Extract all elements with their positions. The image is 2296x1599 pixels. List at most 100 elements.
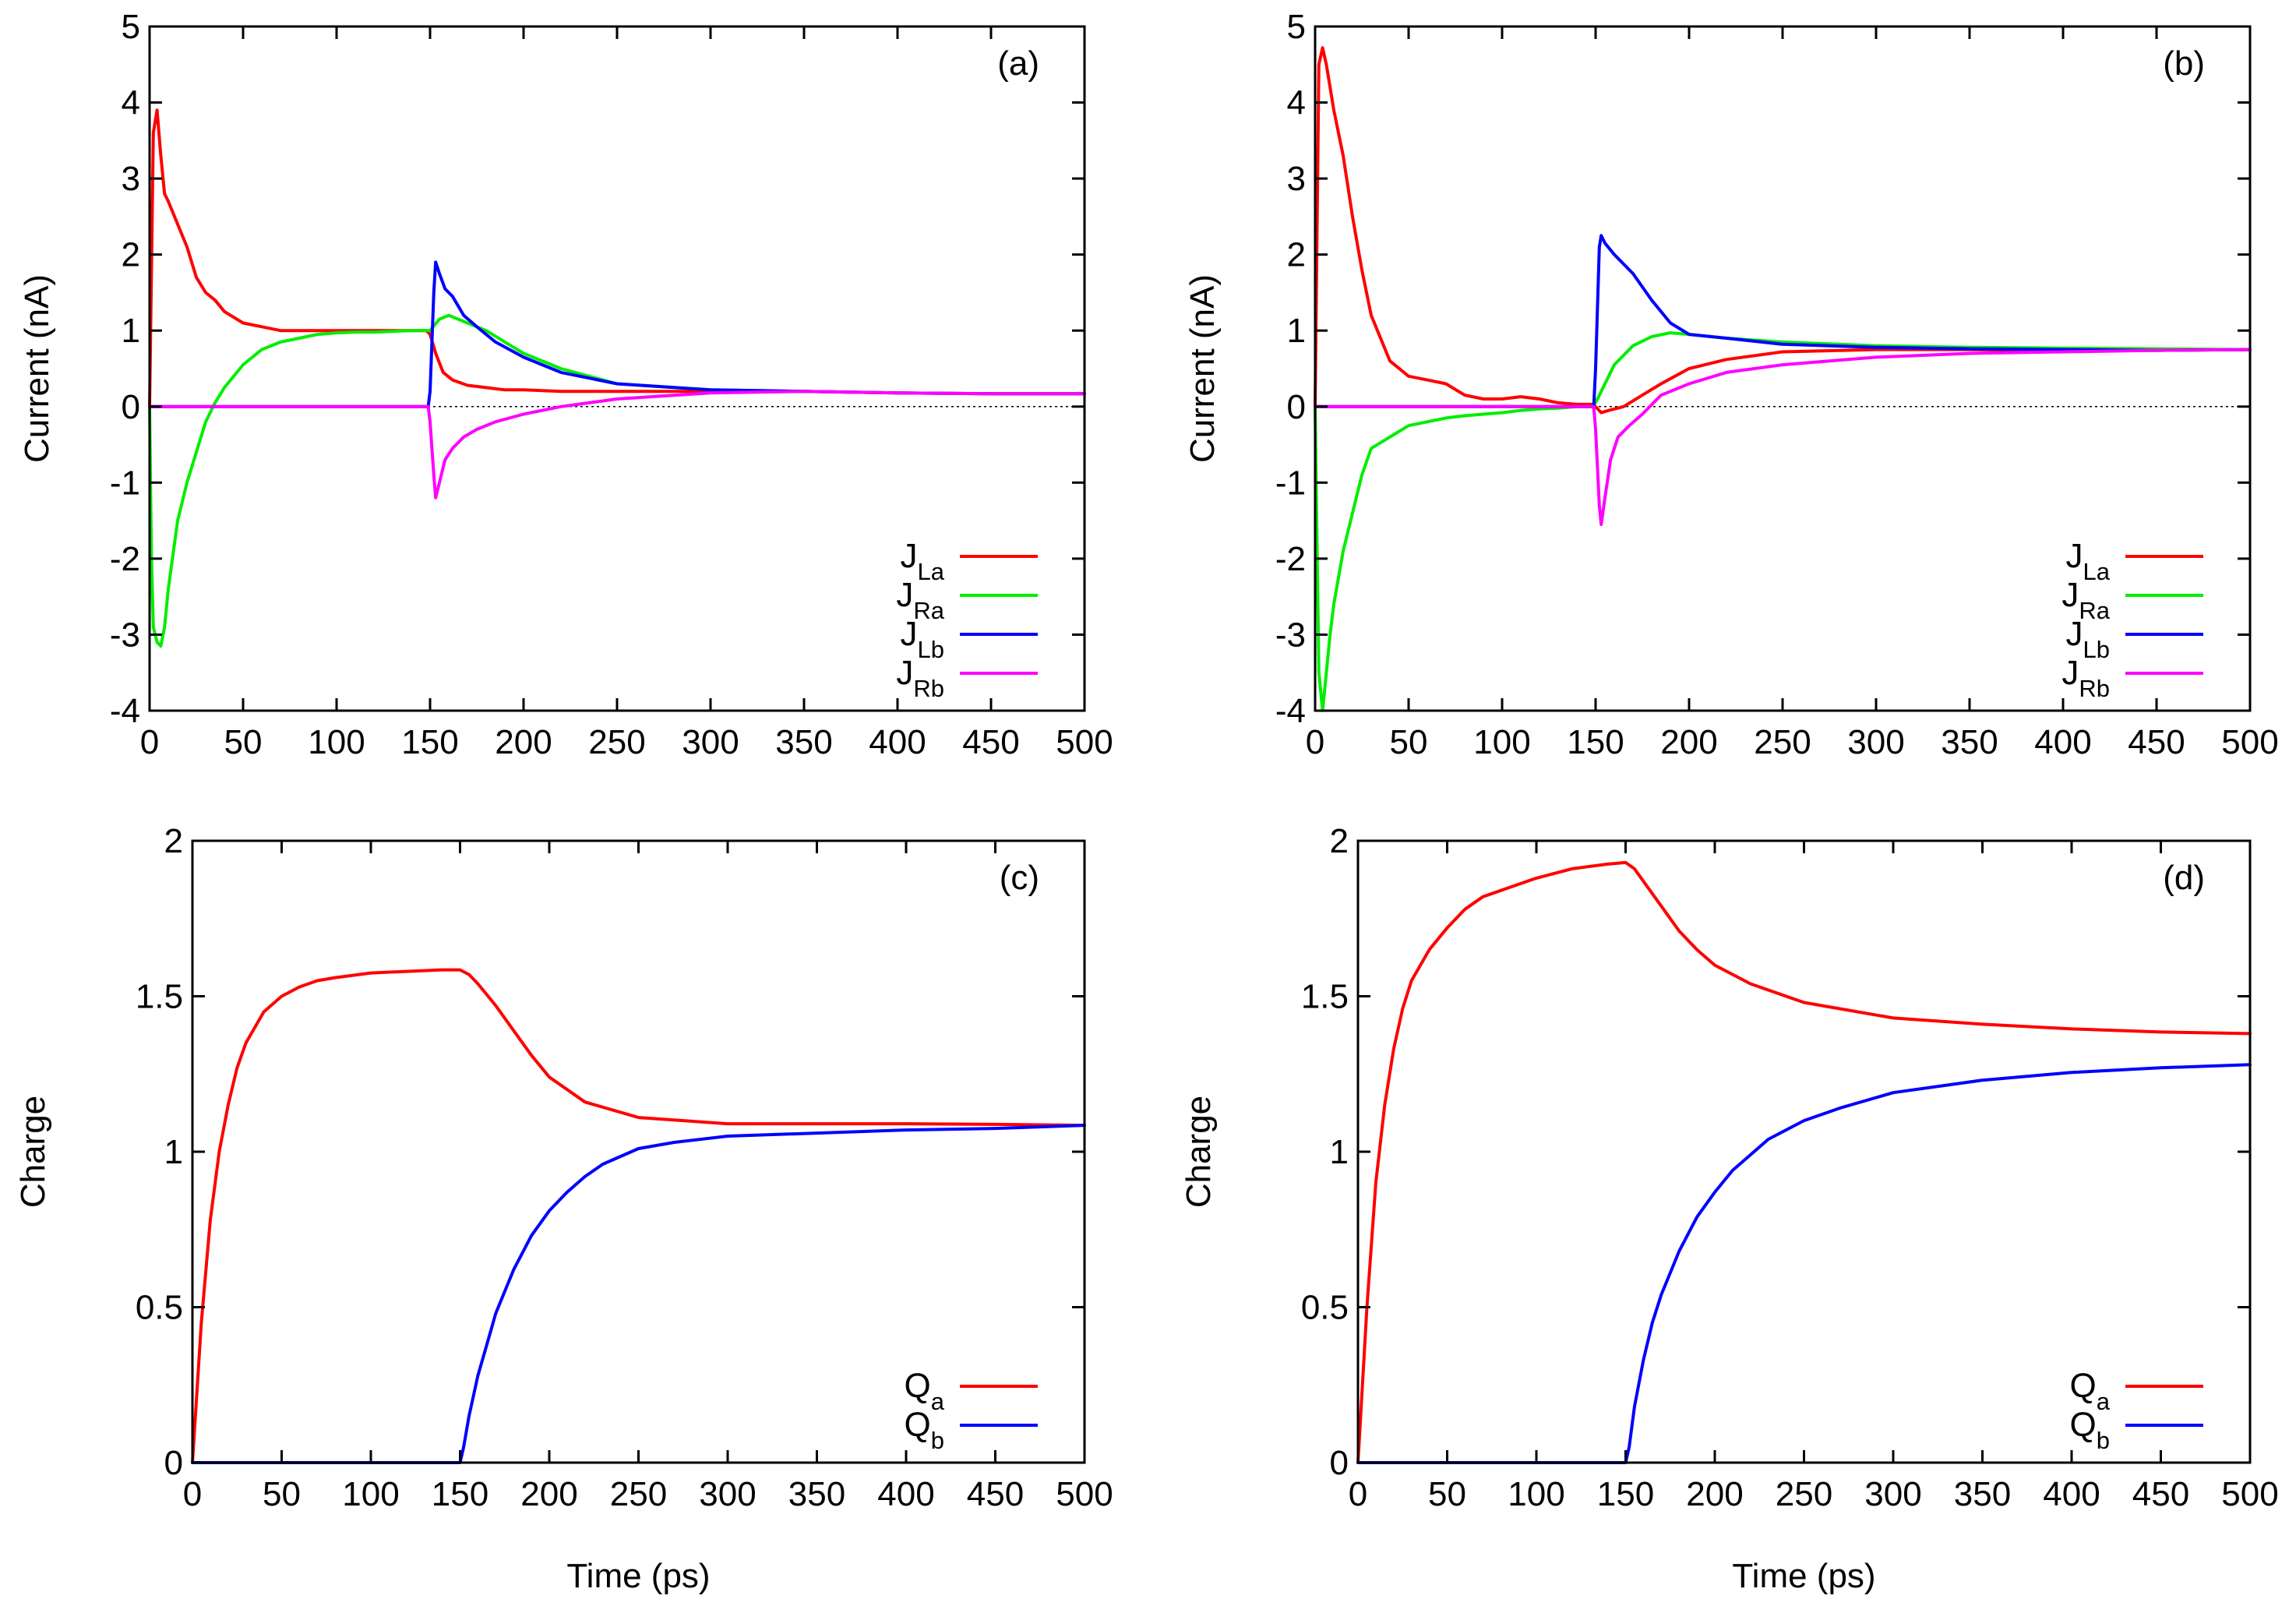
x-tick-label: 150 [401,723,458,761]
x-tick-label: 250 [610,1475,667,1513]
x-tick-label: 150 [1597,1475,1654,1513]
series-line-j-la [148,108,1086,408]
series-line-q-a [191,968,1086,1464]
y-tick-label: 5 [1287,8,1306,46]
legend-sub: Lb [918,636,944,663]
x-tick-label: 50 [1428,1475,1466,1513]
legend-main: J [901,537,918,575]
y-axis-title: Current (nA) [18,274,56,463]
y-tick-label: 0 [164,1444,183,1482]
x-tick-label: 50 [1390,723,1428,761]
legend-sub: La [2083,558,2111,585]
y-tick-label: 1.5 [1301,978,1349,1016]
x-axis-title: Time (ps) [1732,1557,1875,1595]
x-tick-label: 0 [1306,723,1324,761]
plot-frame [1356,839,2252,1464]
x-tick-label: 50 [263,1475,301,1513]
x-tick-label: 100 [1473,723,1530,761]
x-tick-label: 0 [140,723,159,761]
plot-frame [1314,25,2252,712]
y-axis-title: Charge [1180,1096,1218,1208]
x-tick-label: 100 [308,723,365,761]
y-tick-label: 0.5 [1301,1289,1349,1327]
y-axis-title: Current (nA) [1183,274,1222,463]
legend-main: Q [2070,1367,2097,1405]
panel-label: (c) [1000,859,1039,897]
y-tick-label: -2 [1275,540,1306,578]
y-tick-label: 0 [1330,1444,1349,1482]
x-tick-label: 450 [967,1475,1024,1513]
x-tick-label: 350 [775,723,832,761]
plot-frame [148,25,1086,712]
y-axis-title: Charge [14,1096,52,1208]
legend-sub: Ra [913,597,944,624]
x-axis-title: Time (ps) [566,1557,710,1595]
legend-label-j-la: JLa [2066,537,2111,585]
y-tick-label: 0 [1287,388,1306,426]
panel-label: (b) [2163,44,2205,83]
y-tick-label: -4 [110,692,140,730]
legend-label-j-rb: JRb [896,654,944,702]
x-tick-label: 500 [1056,1475,1113,1513]
legend-label-q-a: Qa [905,1367,945,1415]
legend-label-q-b: Qb [2070,1406,2110,1454]
x-tick-label: 350 [1954,1475,2011,1513]
x-tick-label: 350 [1941,723,1998,761]
legend-sub: a [2097,1388,2111,1415]
y-tick-label: -3 [1275,616,1306,654]
x-tick-label: 150 [432,1475,488,1513]
series-line-j-rb [1314,348,2252,526]
y-tick-label: -2 [110,540,140,578]
legend-sub: b [2097,1427,2110,1454]
panel-a: 0 50 100 150 200 250 300 350 400 450 500 -4 -3 -2 -1 0 1… [18,8,1113,761]
x-tick-label: 400 [2043,1475,2100,1513]
legend-main: J [2061,654,2079,692]
x-tick-label: 150 [1567,723,1624,761]
y-tick-label: 2 [164,822,183,860]
legend-main: Q [2070,1406,2097,1444]
legend-label-j-lb: JLb [2066,615,2110,663]
x-tick-label: 300 [1847,723,1904,761]
series-line-j-rb [148,390,1086,499]
legend-label-j-rb: JRb [2061,654,2110,702]
legend-sub: Rb [913,675,944,702]
y-tick-label: 3 [122,160,140,198]
x-tick-label: 0 [1349,1475,1367,1513]
y-tick-label: 2 [122,236,140,274]
y-tick-label: 1.5 [136,978,183,1016]
y-tick-label: 1 [122,312,140,350]
legend-label-j-ra: JRa [2061,576,2110,624]
x-tick-label: 500 [2221,1475,2278,1513]
x-tick-label: 350 [788,1475,845,1513]
series-line-q-b [1356,1063,2252,1464]
legend-sub: La [918,558,945,585]
legend-label-j-la: JLa [901,537,945,585]
legend-sub: Rb [2079,675,2110,702]
series-line-j-lb [148,260,1086,408]
y-tick-label: 2 [1330,822,1349,860]
y-tick-label: 1 [164,1133,183,1171]
x-tick-label: 450 [962,723,1019,761]
legend-main: J [2061,576,2079,614]
x-tick-label: 50 [224,723,263,761]
legend-main: J [896,576,913,614]
legend-sub: Lb [2083,636,2110,663]
x-tick-label: 200 [520,1475,577,1513]
legend-label-q-a: Qa [2070,1367,2111,1415]
y-tick-label: 0.5 [136,1289,183,1327]
legend-main: J [2066,615,2083,653]
series-line-j-lb [1314,234,2252,408]
legend-label-j-lb: JLb [901,615,944,663]
x-tick-label: 100 [342,1475,399,1513]
y-tick-label: 2 [1287,236,1306,274]
legend-sub: b [931,1427,944,1454]
x-tick-label: 250 [1754,723,1811,761]
x-tick-label: 250 [1776,1475,1832,1513]
x-tick-label: 200 [495,723,552,761]
y-tick-label: 3 [1287,160,1306,198]
x-tick-label: 300 [1864,1475,1921,1513]
x-tick-label: 200 [1660,723,1717,761]
legend-sub: a [931,1388,945,1415]
panel-label: (d) [2163,859,2205,897]
